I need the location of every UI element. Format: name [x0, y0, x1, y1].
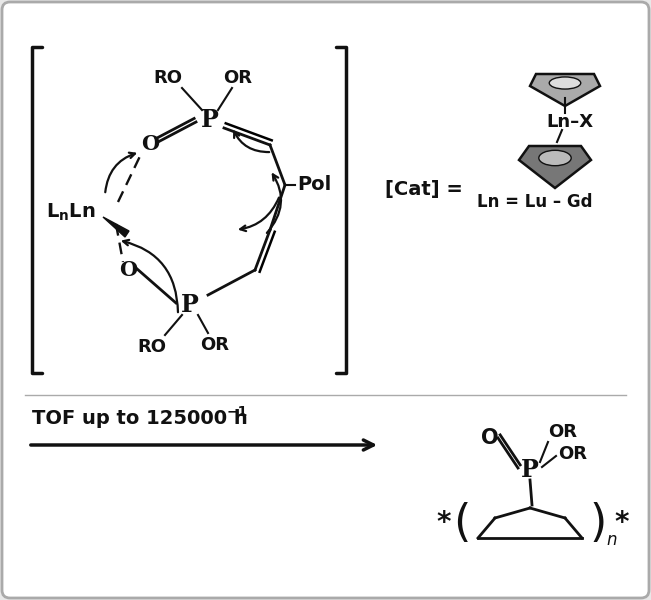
- Text: Ln–X: Ln–X: [546, 113, 594, 131]
- Text: n: n: [606, 531, 616, 549]
- Text: P: P: [201, 108, 219, 132]
- Polygon shape: [530, 74, 600, 106]
- Text: Ln = Lu – Gd: Ln = Lu – Gd: [477, 193, 593, 211]
- Text: RO: RO: [154, 69, 182, 87]
- Text: TOF up to 125000 h: TOF up to 125000 h: [32, 409, 248, 427]
- Ellipse shape: [539, 150, 571, 166]
- Text: OR: OR: [223, 69, 253, 87]
- Text: P: P: [181, 293, 199, 317]
- Text: OR: OR: [201, 336, 230, 354]
- Polygon shape: [519, 146, 591, 188]
- Text: OR: OR: [548, 423, 577, 441]
- Text: OR: OR: [558, 445, 587, 463]
- Text: RO: RO: [137, 338, 167, 356]
- Text: O: O: [119, 260, 137, 280]
- Polygon shape: [103, 217, 129, 237]
- Text: *: *: [615, 509, 630, 537]
- Text: O: O: [141, 134, 159, 154]
- Text: Pol: Pol: [297, 175, 331, 194]
- Text: P: P: [521, 458, 539, 482]
- Ellipse shape: [549, 77, 581, 89]
- Text: O: O: [481, 428, 499, 448]
- Text: [Cat] =: [Cat] =: [385, 181, 463, 199]
- Text: $\mathbf{L_nLn}$: $\mathbf{L_nLn}$: [46, 202, 96, 223]
- Text: ): ): [589, 502, 607, 545]
- Text: −1: −1: [227, 405, 249, 419]
- Text: (: (: [453, 502, 471, 545]
- Text: *: *: [437, 509, 451, 537]
